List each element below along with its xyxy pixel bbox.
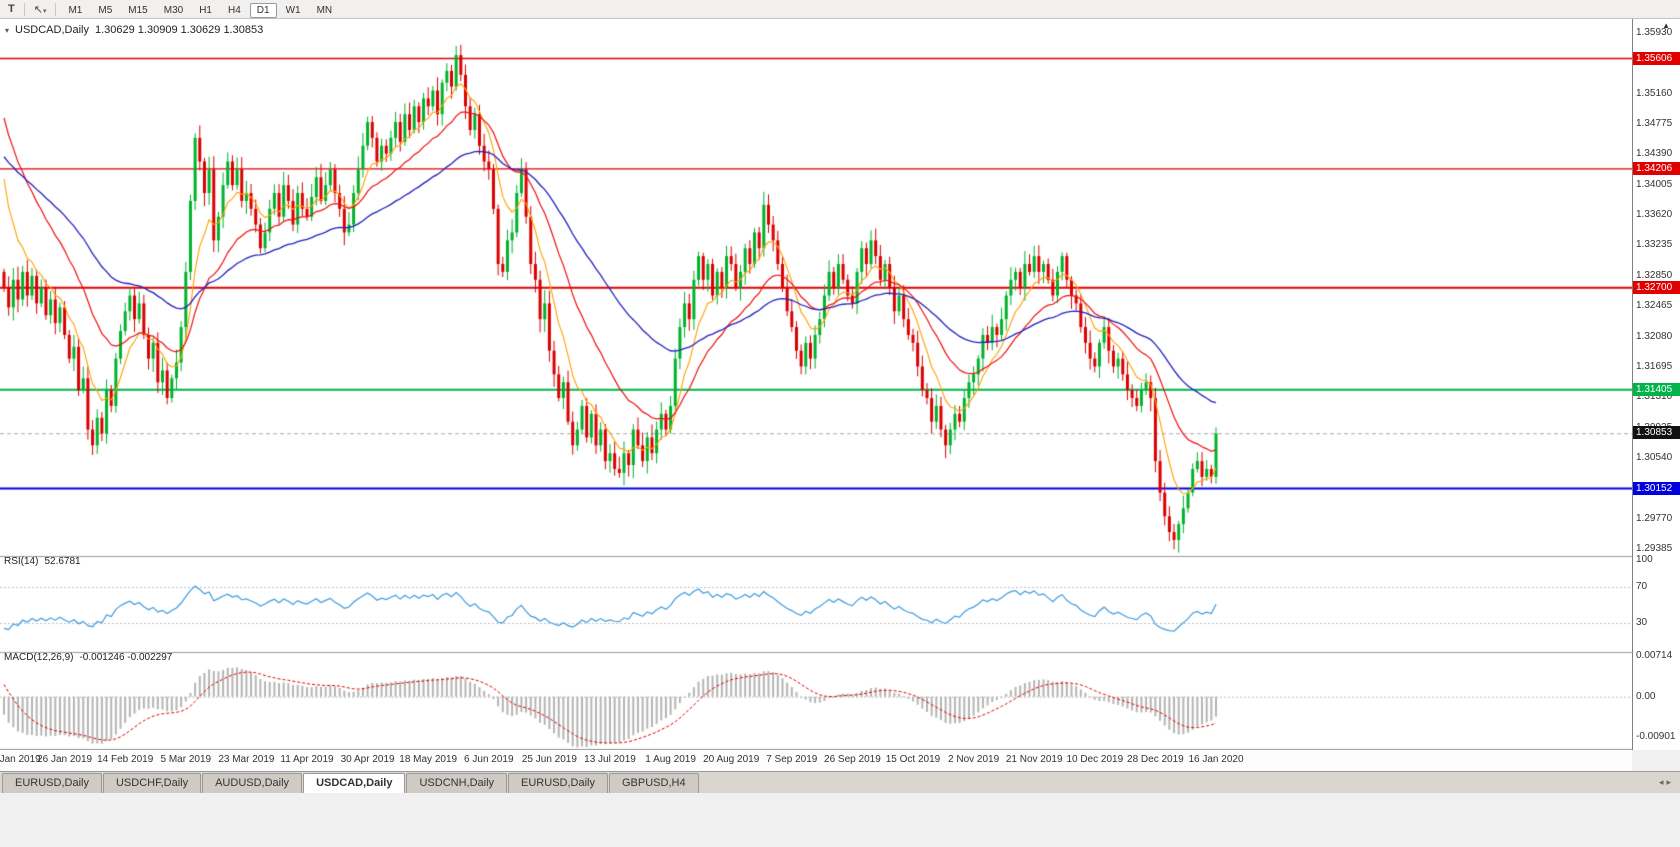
window-background [0, 793, 1680, 847]
chart-tab-bar: EURUSD,Daily USDCHF,Daily AUDUSD,Daily USDC… [0, 771, 1680, 793]
chart-tab[interactable]: EURUSD,Daily [2, 773, 102, 793]
price-axis[interactable]: ▲ 1.359301.355451.351601.347751.343901.3… [1632, 19, 1680, 750]
price-tick-label: 1.34775 [1636, 118, 1673, 130]
price-level-chip: 1.30152 [1633, 481, 1680, 495]
price-tick-label: 1.31310 [1636, 391, 1673, 403]
pointer-icon: ↖ [33, 3, 43, 16]
main-toolbar: T ↖▾ M1 M5 M15 M30 H1 H4 D1 W1 MN [0, 0, 1680, 19]
date-tick-label: 15 Oct 2019 [885, 754, 941, 765]
date-tick-label: 11 Apr 2019 [280, 754, 334, 765]
toolbar-divider [55, 2, 57, 16]
date-tick-label: 16 Jan 2020 [1188, 754, 1244, 765]
date-tick-label: 8 Jan 2019 [0, 754, 41, 765]
chart-symbol-period: USDCAD,Daily [15, 24, 89, 36]
price-tick-label: 1.34390 [1636, 148, 1673, 160]
macd-indicator-name: MACD(12,26,9) [4, 652, 74, 663]
date-tick-label: 26 Jan 2019 [37, 754, 93, 765]
price-tick-label: 1.30540 [1636, 451, 1673, 463]
macd-tick-label: 0.00714 [1636, 650, 1673, 661]
chart-tab[interactable]: USDCAD,Daily [303, 773, 406, 793]
macd-tick-label: -0.00901 [1636, 731, 1676, 742]
rsi-tick-label: 70 [1636, 581, 1648, 592]
date-tick-label: 18 May 2019 [399, 754, 458, 765]
date-tick-label: 30 Apr 2019 [340, 754, 395, 765]
price-tick-label: 1.32080 [1636, 330, 1673, 342]
date-tick-label: 20 Aug 2019 [703, 754, 760, 765]
date-tick-label: 25 Jun 2019 [521, 754, 577, 765]
timeframe-button-h4[interactable]: H4 [227, 5, 241, 16]
chart-tab[interactable]: AUDUSD,Daily [202, 773, 303, 793]
price-level-chip: 1.30853 [1633, 426, 1680, 440]
price-tick-label: 1.32465 [1636, 300, 1673, 312]
tab-scroll-arrows[interactable]: ◂▸ [1658, 777, 1674, 787]
chart-tab[interactable]: GBPUSD,H4 [609, 773, 699, 793]
timeframe-button-m5[interactable]: M5 [98, 5, 113, 16]
rsi-indicator-value: 52.6781 [44, 556, 81, 567]
price-tick-label: 1.32850 [1636, 269, 1673, 281]
rsi-pane-label: RSI(14) 52.6781 [4, 556, 81, 567]
text-tool-icon[interactable]: T [8, 3, 15, 15]
date-tick-label: 6 Jun 2019 [464, 754, 514, 765]
rsi-tick-label: 100 [1636, 554, 1653, 565]
price-tick-label: 1.29385 [1636, 543, 1673, 554]
macd-indicator-values: -0.001246 -0.002297 [79, 652, 173, 663]
scroll-up-icon[interactable]: ▲ [1662, 21, 1670, 30]
toolbar-divider [23, 2, 25, 16]
date-tick-label: 14 Feb 2019 [97, 754, 154, 765]
timeframe-button-h1[interactable]: H1 [199, 5, 212, 16]
price-level-chip: 1.31405 [1633, 382, 1680, 396]
price-tick-label: 1.29770 [1636, 512, 1673, 524]
price-tick-label: 1.35160 [1636, 87, 1673, 99]
timeframe-button-w1[interactable]: W1 [285, 5, 301, 16]
price-tick-label: 1.31695 [1636, 360, 1673, 372]
timeframe-button-mn[interactable]: MN [316, 5, 333, 16]
price-tick-label: 1.33235 [1636, 239, 1673, 251]
timeframe-button-m30[interactable]: M30 [163, 5, 184, 16]
pointer-tool-button[interactable]: ↖▾ [29, 3, 52, 16]
date-tick-label: 10 Dec 2019 [1066, 754, 1124, 765]
date-tick-label: 2 Nov 2019 [948, 754, 1000, 765]
date-tick-label: 7 Sep 2019 [766, 754, 818, 765]
date-tick-label: 26 Sep 2019 [824, 754, 881, 765]
rsi-indicator-name: RSI(14) [4, 556, 39, 567]
rsi-tick-label: 30 [1636, 617, 1648, 628]
chevron-down-icon: ▾ [42, 7, 47, 15]
chart-tab[interactable]: EURUSD,Daily [508, 773, 608, 793]
price-level-chip: 1.34206 [1633, 161, 1680, 175]
timeframe-button-d1[interactable]: D1 [249, 3, 277, 18]
timeframe-button-m1[interactable]: M1 [68, 5, 83, 16]
chart-ohlc-values: 1.30629 1.30909 1.30629 1.30853 [94, 24, 264, 36]
date-tick-label: 21 Nov 2019 [1005, 754, 1063, 765]
timeframe-button-group: M1 M5 M15 M30 H1 H4 D1 W1 MN [60, 0, 340, 18]
date-tick-label: 1 Aug 2019 [645, 754, 696, 765]
date-tick-label: 23 Mar 2019 [218, 754, 275, 765]
date-tick-label: 28 Dec 2019 [1127, 754, 1184, 765]
date-tick-label: 5 Mar 2019 [160, 754, 212, 765]
chart-tab[interactable]: USDCNH,Daily [406, 773, 508, 793]
price-tick-label: 1.33620 [1636, 209, 1673, 221]
chevron-down-icon: ▾ [5, 25, 10, 35]
chart-canvas[interactable] [0, 19, 1632, 750]
price-tick-label: 1.34005 [1636, 178, 1673, 190]
macd-pane-label: MACD(12,26,9) -0.001246 -0.002297 [4, 652, 172, 663]
chart-title: ▾ USDCAD,Daily 1.30629 1.30909 1.30629 1… [5, 24, 263, 36]
chart-tab[interactable]: USDCHF,Daily [102, 773, 202, 793]
price-tick-label: 1.35930 [1636, 27, 1673, 38]
price-level-chip: 1.35606 [1633, 51, 1680, 65]
price-level-chip: 1.32700 [1633, 280, 1680, 294]
timeframe-button-m15[interactable]: M15 [128, 5, 148, 16]
date-tick-label: 13 Jul 2019 [584, 754, 636, 765]
macd-tick-label: 0.00 [1636, 690, 1656, 702]
